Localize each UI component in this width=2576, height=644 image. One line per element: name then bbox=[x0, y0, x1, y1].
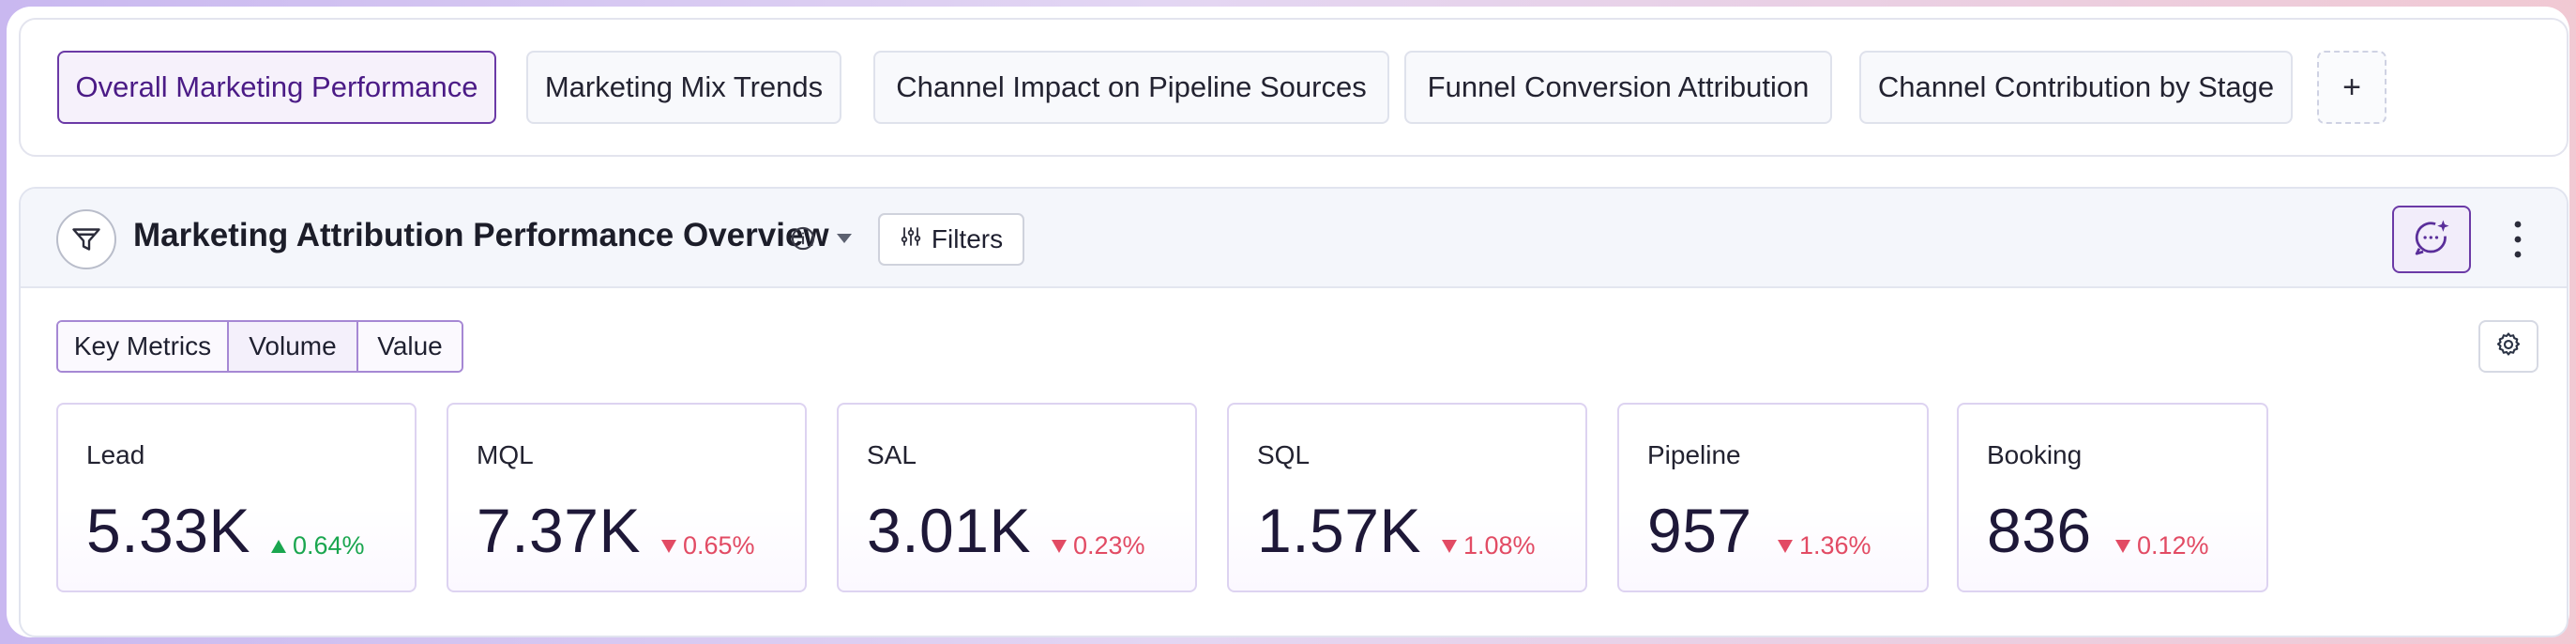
app-frame: Overall Marketing Performance Marketing … bbox=[7, 7, 2569, 637]
metric-value: 957 bbox=[1647, 496, 1752, 565]
metric-label: Lead bbox=[86, 440, 145, 469]
filters-button[interactable]: Filters bbox=[878, 213, 1024, 266]
metric-card-sql: SQL 1.57K 1.08% bbox=[1227, 403, 1587, 592]
metric-label: Pipeline bbox=[1647, 440, 1741, 469]
metric-value: 1.57K bbox=[1257, 496, 1421, 565]
settings-button[interactable] bbox=[2478, 320, 2538, 373]
metric-delta: 0.12% bbox=[2114, 531, 2209, 560]
caret-down-icon[interactable] bbox=[835, 231, 854, 251]
panel-header: Marketing Attribution Performance Overvi… bbox=[21, 189, 2567, 288]
metric-delta: 1.08% bbox=[1441, 531, 1536, 560]
metric-value: 7.37K bbox=[477, 496, 641, 565]
metric-card-mql: MQL 7.37K 0.65% bbox=[447, 403, 807, 592]
attribution-panel: Marketing Attribution Performance Overvi… bbox=[19, 187, 2568, 637]
metric-label: Booking bbox=[1987, 440, 2083, 469]
triangle-up-icon bbox=[271, 539, 286, 553]
metric-delta: 0.64% bbox=[270, 531, 365, 560]
segment-key-metrics[interactable]: Key Metrics bbox=[58, 322, 227, 371]
triangle-down-icon bbox=[661, 539, 676, 553]
kebab-icon[interactable] bbox=[2508, 217, 2527, 262]
sparkle-chat-icon bbox=[2411, 217, 2452, 263]
tab-marketing-mix-trends[interactable]: Marketing Mix Trends bbox=[526, 51, 841, 124]
ai-chat-button[interactable] bbox=[2392, 206, 2471, 273]
triangle-down-icon bbox=[1778, 539, 1793, 553]
metric-view-toggle: Key Metrics Volume Value bbox=[56, 320, 463, 373]
sliders-icon bbox=[900, 224, 922, 254]
metric-value: 3.01K bbox=[867, 496, 1031, 565]
metric-label: SAL bbox=[867, 440, 917, 469]
metric-card-lead: Lead 5.33K 0.64% bbox=[56, 403, 417, 592]
triangle-down-icon bbox=[1442, 539, 1457, 553]
tab-funnel-conversion-attribution[interactable]: Funnel Conversion Attribution bbox=[1404, 51, 1832, 124]
add-tab-button[interactable]: + bbox=[2317, 51, 2387, 124]
info-icon[interactable] bbox=[790, 225, 816, 256]
metric-delta: 0.23% bbox=[1051, 531, 1145, 560]
funnel-icon bbox=[56, 209, 116, 269]
tab-channel-contribution-by-stage[interactable]: Channel Contribution by Stage bbox=[1859, 51, 2293, 124]
metric-delta: 0.65% bbox=[660, 531, 755, 560]
metric-card-booking: Booking 836 0.12% bbox=[1957, 403, 2268, 592]
metric-delta: 1.36% bbox=[1777, 531, 1871, 560]
metric-label: SQL bbox=[1257, 440, 1311, 469]
metric-value: 836 bbox=[1987, 496, 2092, 565]
metric-card-sal: SAL 3.01K 0.23% bbox=[837, 403, 1197, 592]
metric-card-pipeline: Pipeline 957 1.36% bbox=[1617, 403, 1929, 592]
triangle-down-icon bbox=[2115, 539, 2130, 553]
tab-overall-marketing-performance[interactable]: Overall Marketing Performance bbox=[57, 51, 496, 124]
segment-volume[interactable]: Volume bbox=[227, 322, 356, 371]
metric-label: MQL bbox=[477, 440, 534, 469]
triangle-down-icon bbox=[1052, 539, 1067, 553]
filters-label: Filters bbox=[931, 224, 1004, 253]
metric-value: 5.33K bbox=[86, 496, 250, 565]
gear-icon bbox=[2494, 330, 2523, 363]
panel-title: Marketing Attribution Performance Overvi… bbox=[133, 217, 829, 253]
tab-channel-impact-on-pipeline-sources[interactable]: Channel Impact on Pipeline Sources bbox=[873, 51, 1389, 124]
dashboard-tab-bar: Overall Marketing Performance Marketing … bbox=[19, 18, 2568, 157]
segment-value[interactable]: Value bbox=[356, 322, 462, 371]
